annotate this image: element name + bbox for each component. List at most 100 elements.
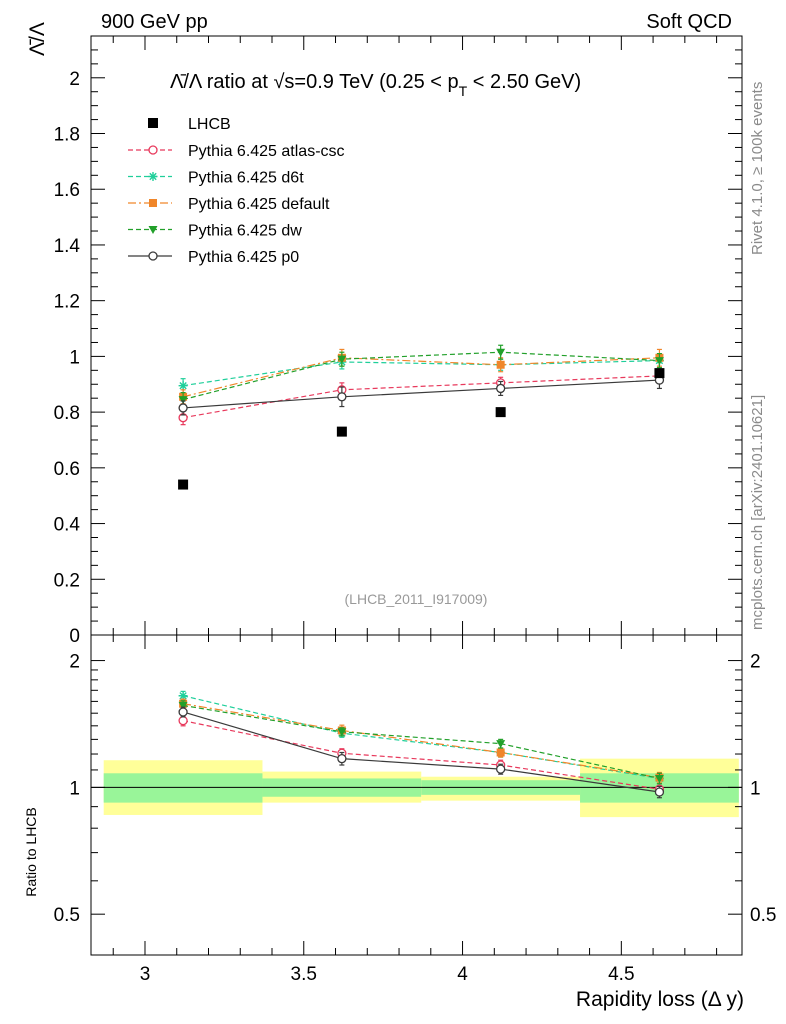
ratio-line-default xyxy=(182,703,660,779)
legend-marker-dw-shape xyxy=(148,226,158,234)
header-left: 900 GeV pp xyxy=(101,11,208,33)
lhcb-data-point-3 xyxy=(654,368,665,379)
legend-label-d6t: Pythia 6.425 d6t xyxy=(188,170,304,187)
main-point-p0-0-shape xyxy=(178,403,188,413)
legend-marker-p0-shape xyxy=(148,251,158,261)
legend-item-lhcb: LHCB xyxy=(148,116,231,133)
ratio-bands xyxy=(103,758,739,818)
main-panel: 0 0.2 0.4 0.6 0.8 1 1.2 1.4 1.6 1.8 2 Λ̄/Λ Λ̄/Λ ra… xyxy=(26,22,743,647)
legend-marker-atlas_csc xyxy=(148,145,158,155)
main-point-p0-2-shape xyxy=(496,383,506,394)
x-tick-label-0: 3 xyxy=(140,964,151,985)
ratio-ytick-label-right-2: 2 xyxy=(750,652,761,673)
ratio-point-p0-3-shape xyxy=(654,787,665,797)
main-point-p0-1-shape xyxy=(337,392,347,402)
ratio-line-dw xyxy=(182,704,660,780)
ratio-point-dw-2 xyxy=(496,740,506,749)
main-ytick-label-8: 1.6 xyxy=(54,180,80,201)
title-prefix: Λ̄/Λ ratio at xyxy=(170,71,273,93)
ratio-band-inner-0 xyxy=(103,773,263,803)
legend-marker-lhcb xyxy=(148,118,158,128)
main-point-p0-0 xyxy=(178,403,188,413)
main-point-dw-3-shape xyxy=(654,357,664,366)
ratio-plot-frame xyxy=(90,634,743,956)
ratio-line-p0 xyxy=(182,711,660,793)
ratio-point-dw-1-shape xyxy=(337,728,347,737)
ratio-point-d6t-0-shape xyxy=(178,691,188,701)
ratio-point-d6t-0 xyxy=(178,691,188,701)
lhcb-data-point-0 xyxy=(178,479,189,490)
ratio-point-dw-2-shape xyxy=(496,740,506,749)
main-ytick-label-6: 1.2 xyxy=(54,292,80,313)
ratio-point-dw-3-shape xyxy=(654,774,664,783)
main-point-p0-2 xyxy=(496,383,506,394)
main-title: Λ̄/Λ ratio at √s=0.9 TeV (0.25 < pT < 2.… xyxy=(170,71,581,99)
legend-label-lhcb: LHCB xyxy=(188,116,231,133)
legend-marker-p0 xyxy=(148,251,158,261)
main-point-dw-0 xyxy=(178,396,188,405)
main-point-d6t-0-shape xyxy=(178,381,188,391)
x-tick-label-1: 3.5 xyxy=(291,964,317,985)
ratio-ytick-label-left-0: 0.5 xyxy=(54,905,80,926)
main-x-ticks xyxy=(112,36,718,635)
ratio-point-p0-0 xyxy=(178,707,188,717)
ratio-point-p0-1 xyxy=(337,754,347,764)
ratio-y-ticks: 0.5 0.5 1 1 2 2 xyxy=(54,652,777,927)
legend-label-p0: Pythia 6.425 p0 xyxy=(188,249,299,266)
main-ytick-label-5: 1 xyxy=(69,347,80,368)
ratio-x-ticks: 3 3.5 4 4.5 xyxy=(112,635,718,985)
legend: LHCB Pythia 6.425 atlas-csc Pythia 6.425 … xyxy=(128,116,345,266)
legend-item-p0: Pythia 6.425 p0 xyxy=(128,249,299,266)
main-y-axis-label: Λ̄/Λ xyxy=(26,22,49,56)
ratio-point-atlas_csc-0-shape xyxy=(178,716,188,726)
legend-label-default: Pythia 6.425 default xyxy=(188,196,330,213)
main-point-default-2 xyxy=(496,360,505,369)
main-series xyxy=(178,344,665,426)
main-ytick-label-1: 0.2 xyxy=(54,570,80,591)
legend-item-atlas_csc: Pythia 6.425 atlas-csc xyxy=(128,143,345,160)
header-right: Soft QCD xyxy=(646,11,732,33)
main-point-dw-3 xyxy=(654,357,664,366)
main-line-p0 xyxy=(183,379,660,409)
main-point-p0-1 xyxy=(337,392,347,402)
main-line-d6t xyxy=(183,359,660,387)
legend-marker-atlas_csc-shape xyxy=(148,145,158,155)
ratio-point-default-2 xyxy=(496,748,505,757)
main-point-dw-2 xyxy=(496,348,506,357)
ratio-panel: 0.5 0.5 1 1 2 2 3 3.5 4 4.5 Ratio to LHCB Rapidi… xyxy=(23,634,777,1011)
title-sqrt: √ xyxy=(273,71,284,93)
main-point-dw-0-shape xyxy=(178,396,188,405)
mcplots-label: mcplots.cern.ch [arXiv:2401.10621] xyxy=(749,395,766,630)
title-energy: s=0.9 TeV (0.25 < p xyxy=(284,71,458,93)
main-y-ticks: 0 0.2 0.4 0.6 0.8 1 1.2 1.4 1.6 1.8 2 xyxy=(54,49,742,647)
title-subscript: T xyxy=(459,83,468,99)
lhcb-data-point-1 xyxy=(336,426,347,437)
ratio-point-dw-3 xyxy=(654,774,664,783)
main-ytick-label-2: 0.4 xyxy=(54,515,81,536)
legend-marker-d6t xyxy=(148,172,158,181)
ratio-ytick-label-left-2: 2 xyxy=(69,652,80,673)
main-ytick-label-3: 0.6 xyxy=(54,459,80,480)
main-ytick-label-0: 0 xyxy=(69,626,80,647)
main-ytick-label-7: 1.4 xyxy=(54,236,81,257)
legend-marker-dw xyxy=(148,226,158,234)
legend-item-default: Pythia 6.425 default xyxy=(128,196,330,213)
main-ytick-label-4: 0.8 xyxy=(54,403,80,424)
main-line-default xyxy=(182,357,660,398)
ratio-ytick-label-right-0: 0.5 xyxy=(750,905,776,926)
ratio-y-axis-label: Ratio to LHCB xyxy=(23,807,39,896)
legend-marker-d6t-shape xyxy=(148,172,158,181)
lhcb-data-point-2 xyxy=(495,407,506,418)
title-suffix: < 2.50 GeV) xyxy=(467,71,581,93)
legend-item-d6t: Pythia 6.425 d6t xyxy=(128,170,304,187)
analysis-tag: (LHCB_2011_I917009) xyxy=(345,591,488,607)
legend-label-dw: Pythia 6.425 dw xyxy=(188,223,302,240)
ratio-point-atlas_csc-0 xyxy=(178,716,188,726)
rivet-version-label: Rivet 4.1.0, ≥ 100k events xyxy=(749,82,766,255)
main-point-dw-1 xyxy=(337,355,347,364)
main-line-atlas_csc xyxy=(182,375,660,419)
ratio-point-dw-0 xyxy=(178,701,188,710)
main-data-points xyxy=(178,368,665,490)
x-tick-label-3: 4.5 xyxy=(608,964,634,985)
